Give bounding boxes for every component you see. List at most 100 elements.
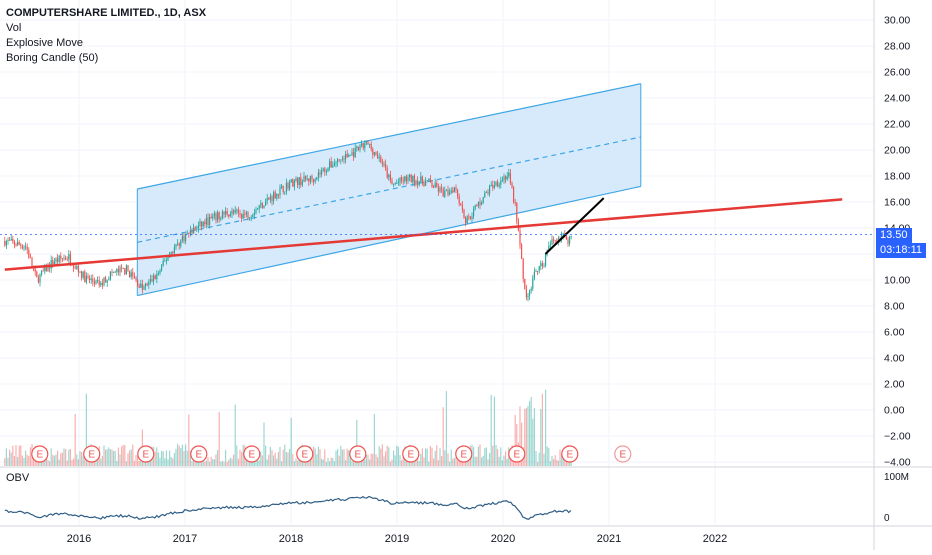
- candle-body: [396, 182, 398, 184]
- volume-bar: [373, 413, 375, 466]
- candle-body: [521, 244, 523, 259]
- legend-title[interactable]: COMPUTERSHARE LIMITED., 1D, ASX: [6, 7, 207, 19]
- volume-bar: [277, 451, 279, 466]
- candle-body: [445, 190, 447, 191]
- candle-body: [468, 216, 470, 218]
- volume-bar: [399, 455, 401, 466]
- candle-body: [289, 182, 291, 189]
- candle-body: [532, 278, 534, 289]
- candle-body: [341, 158, 343, 160]
- candle-body: [322, 168, 324, 171]
- candle-body: [233, 210, 235, 213]
- trendlines[interactable]: [0, 197, 874, 271]
- volume-bar: [537, 461, 539, 466]
- candle-body: [561, 235, 563, 239]
- candle-body: [173, 247, 175, 254]
- candle-body: [98, 280, 100, 286]
- obv-tick: 100M: [884, 472, 909, 483]
- price-axis-tick: 8.00: [884, 301, 905, 313]
- candle-body: [541, 263, 543, 267]
- volume-bar: [109, 449, 111, 466]
- volume-bar: [189, 450, 191, 466]
- volume-bar: [306, 459, 308, 466]
- candle-body: [381, 162, 383, 165]
- candle-body: [217, 212, 219, 221]
- candle-body: [138, 286, 140, 288]
- channel-lower-line: [137, 185, 641, 297]
- candle-body: [308, 178, 310, 182]
- legend-indicator-explosive-move[interactable]: Explosive Move: [6, 37, 84, 49]
- volume-bar: [445, 391, 447, 466]
- volume-bar: [365, 454, 367, 466]
- candle-body: [250, 217, 252, 219]
- candle-body: [548, 245, 550, 251]
- volume-bar: [137, 455, 139, 466]
- candle-body: [92, 278, 94, 282]
- volume-bar: [423, 457, 425, 466]
- time-axis-tick: 2020: [491, 533, 515, 545]
- volume-bar: [25, 450, 27, 466]
- candle-body: [570, 235, 572, 237]
- candle-body: [87, 275, 89, 278]
- volume-bar: [133, 460, 135, 466]
- volume-bar: [450, 449, 452, 466]
- candle-body: [202, 222, 204, 227]
- candle-body: [100, 282, 102, 286]
- legend-indicator-vol[interactable]: Vol: [6, 22, 22, 34]
- volume-bar: [498, 456, 500, 466]
- volume-bar: [66, 460, 68, 466]
- volume-bar: [205, 460, 207, 466]
- volume-bar: [335, 450, 337, 466]
- candle-body: [457, 189, 459, 197]
- candle-body: [279, 187, 281, 196]
- candle-body: [117, 269, 119, 273]
- candle-body: [106, 280, 108, 283]
- candle-body: [329, 161, 331, 168]
- candle-body: [380, 157, 382, 163]
- candle-body: [245, 212, 247, 215]
- volume-bar: [564, 460, 566, 466]
- regression-channel[interactable]: [136, 83, 642, 297]
- candle-body: [418, 181, 420, 185]
- candle-body: [325, 171, 327, 173]
- earnings-marker: [31, 445, 49, 463]
- candle-body: [305, 175, 307, 180]
- candle-body: [252, 215, 254, 218]
- volume-bar: [458, 458, 460, 466]
- legend-indicator-boring-candle[interactable]: Boring Candle (50): [6, 52, 99, 64]
- candle-body: [415, 180, 417, 185]
- candle-body: [130, 272, 132, 278]
- earnings-marker-label: E: [88, 450, 95, 461]
- volume-bar: [389, 461, 391, 466]
- volume-bar: [281, 461, 283, 466]
- candle-body: [66, 259, 68, 261]
- volume-bar: [28, 456, 30, 466]
- candle-body: [90, 278, 92, 281]
- volume-bar: [345, 460, 347, 466]
- volume-bar: [429, 446, 431, 466]
- volume-bar: [492, 445, 494, 466]
- volume-bar: [138, 461, 140, 466]
- candle-body: [125, 265, 127, 275]
- volume-bar: [191, 461, 193, 466]
- volume-bar: [284, 444, 286, 466]
- volume-bar: [143, 458, 145, 466]
- volume-bar: [60, 453, 62, 466]
- candle-body: [437, 187, 439, 192]
- candle-body: [473, 209, 475, 217]
- candle-body: [297, 178, 299, 186]
- volume-bar: [20, 445, 22, 466]
- candle-body: [253, 213, 255, 216]
- volume-bar: [52, 454, 54, 466]
- candle-body: [404, 176, 406, 182]
- volume-bar: [388, 447, 390, 466]
- volume-bar: [289, 448, 291, 466]
- candle-body: [549, 244, 551, 246]
- volume-bar: [501, 460, 503, 466]
- candle-body: [7, 240, 9, 242]
- candle-body: [301, 181, 303, 185]
- volume-bar: [17, 457, 19, 466]
- volume-bar: [521, 422, 523, 466]
